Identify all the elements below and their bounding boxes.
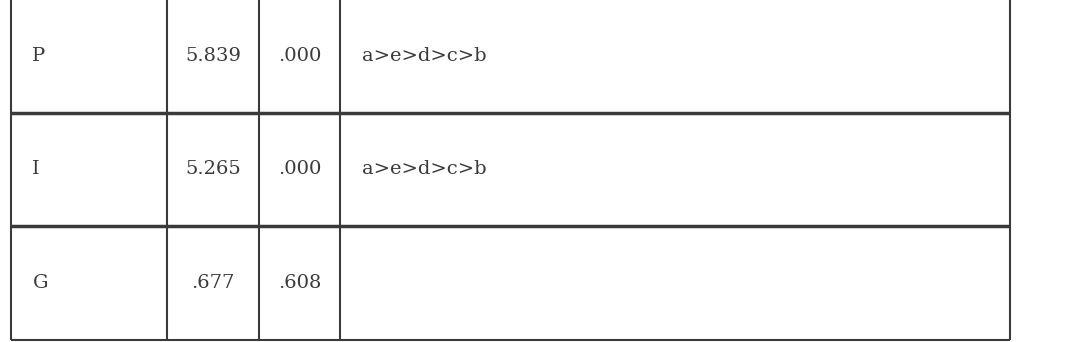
Text: P: P [32, 47, 45, 65]
Text: G: G [32, 274, 48, 292]
Text: .000: .000 [278, 47, 322, 65]
Text: I: I [32, 160, 40, 179]
Text: a>e>d>c>b: a>e>d>c>b [362, 160, 486, 179]
Text: a>e>d>c>b: a>e>d>c>b [362, 47, 486, 65]
Text: .000: .000 [278, 160, 322, 179]
Text: .677: .677 [191, 274, 235, 292]
Text: .608: .608 [278, 274, 322, 292]
Text: 5.839: 5.839 [186, 47, 241, 65]
Text: 5.265: 5.265 [186, 160, 241, 179]
